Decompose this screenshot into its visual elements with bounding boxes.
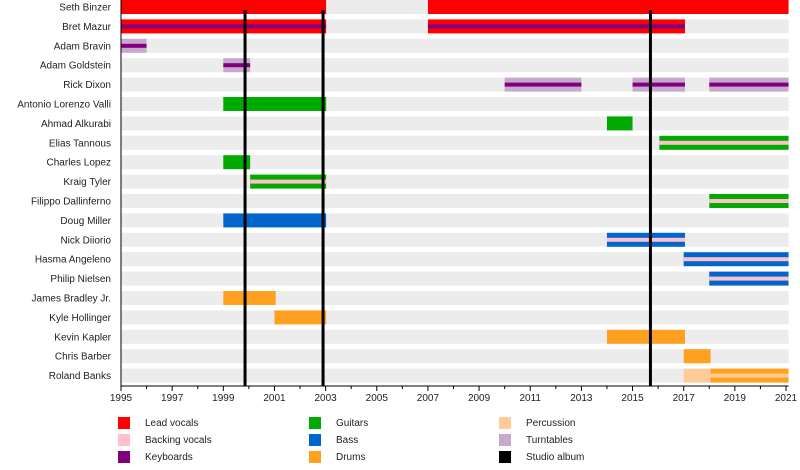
- member-label: Nick Diiorio: [60, 235, 111, 246]
- bar-overlay-percussion: [710, 373, 789, 378]
- member-label: Ahmad Alkurabi: [41, 119, 111, 130]
- bar-drums: [683, 349, 711, 364]
- row-band: [121, 38, 789, 53]
- bar-overlay-keyboards: [709, 82, 789, 87]
- member-label: Chris Barber: [55, 352, 112, 363]
- x-tick-label: 2019: [724, 393, 747, 404]
- row-band: [121, 58, 789, 73]
- row-band: [121, 116, 789, 131]
- member-label: Adam Bravin: [54, 41, 111, 52]
- member-label: Seth Binzer: [59, 3, 111, 14]
- member-label: Bret Mazur: [62, 22, 112, 33]
- x-tick-label: 2021: [775, 393, 798, 404]
- bar-overlay-keyboards: [121, 24, 327, 29]
- bar-overlay-backing-vocals: [606, 237, 685, 242]
- row-band: [121, 252, 789, 267]
- member-label: Antonio Lorenzo Valli: [17, 100, 111, 111]
- member-label: Kevin Kapler: [54, 332, 111, 343]
- bar-guitars: [223, 155, 251, 170]
- member-label: Adam Goldstein: [40, 61, 111, 72]
- x-tick-label: 1995: [110, 393, 133, 404]
- x-tick-label: 1997: [161, 393, 184, 404]
- bar-overlay-backing-vocals: [250, 179, 327, 184]
- row-band: [121, 77, 789, 92]
- member-label: James Bradley Jr.: [32, 294, 111, 305]
- row-band: [121, 174, 789, 189]
- row-band: [121, 329, 789, 344]
- x-tick-label: 2017: [673, 393, 696, 404]
- row-band: [121, 310, 789, 325]
- member-label: Rick Dixon: [63, 80, 111, 91]
- bar-percussion: [683, 368, 711, 383]
- member-label: Elias Tannous: [49, 138, 111, 149]
- x-tick-label: 2001: [263, 393, 286, 404]
- x-tick-label: 2013: [570, 393, 593, 404]
- row-band: [121, 213, 789, 228]
- bar-overlay-keyboards: [632, 82, 685, 87]
- bar-overlay-keyboards: [121, 43, 147, 48]
- bar-lead-vocals: [427, 0, 789, 14]
- member-label: Doug Miller: [60, 216, 111, 227]
- member-label: Filippo Dallinferno: [31, 197, 111, 208]
- row-band: [121, 291, 789, 305]
- bar-drums: [223, 291, 276, 305]
- bar-overlay-backing-vocals: [709, 276, 789, 281]
- member-label: Charles Lopez: [47, 158, 111, 169]
- row-band: [121, 155, 789, 170]
- bar-guitars: [223, 97, 327, 111]
- x-tick-label: 2011: [519, 393, 541, 404]
- x-tick-label: 2005: [366, 393, 389, 404]
- x-tick-label: 2003: [314, 393, 337, 404]
- member-label: Kyle Hollinger: [49, 313, 111, 324]
- bar-drums: [274, 310, 327, 325]
- x-tick-label: 2009: [468, 393, 491, 404]
- bar-lead-vocals: [121, 0, 327, 14]
- bar-overlay-backing-vocals: [683, 257, 789, 262]
- bar-overlay-keyboards: [504, 82, 582, 87]
- bar-overlay-keyboards: [427, 24, 685, 29]
- member-label: Kraig Tyler: [63, 177, 111, 188]
- row-band: [121, 271, 789, 286]
- row-band: [121, 97, 789, 111]
- member-label: Roland Banks: [49, 371, 111, 382]
- x-tick-label: 2007: [417, 393, 440, 404]
- row-band: [121, 194, 789, 208]
- x-tick-label: 1999: [212, 393, 235, 404]
- member-label: Hasma Angeleno: [35, 255, 112, 266]
- bar-bass: [223, 213, 327, 228]
- row-band: [121, 232, 789, 247]
- bar-overlay-keyboards: [223, 63, 251, 68]
- row-band: [121, 349, 789, 364]
- row-band: [121, 135, 789, 150]
- bar-overlay-backing-vocals: [659, 140, 789, 145]
- bar-overlay-backing-vocals: [709, 199, 789, 203]
- bar-drums: [606, 329, 685, 344]
- row-band: [121, 368, 789, 383]
- x-tick-label: 2015: [621, 393, 644, 404]
- member-label: Philip Nielsen: [50, 274, 111, 285]
- bar-guitars: [606, 116, 633, 131]
